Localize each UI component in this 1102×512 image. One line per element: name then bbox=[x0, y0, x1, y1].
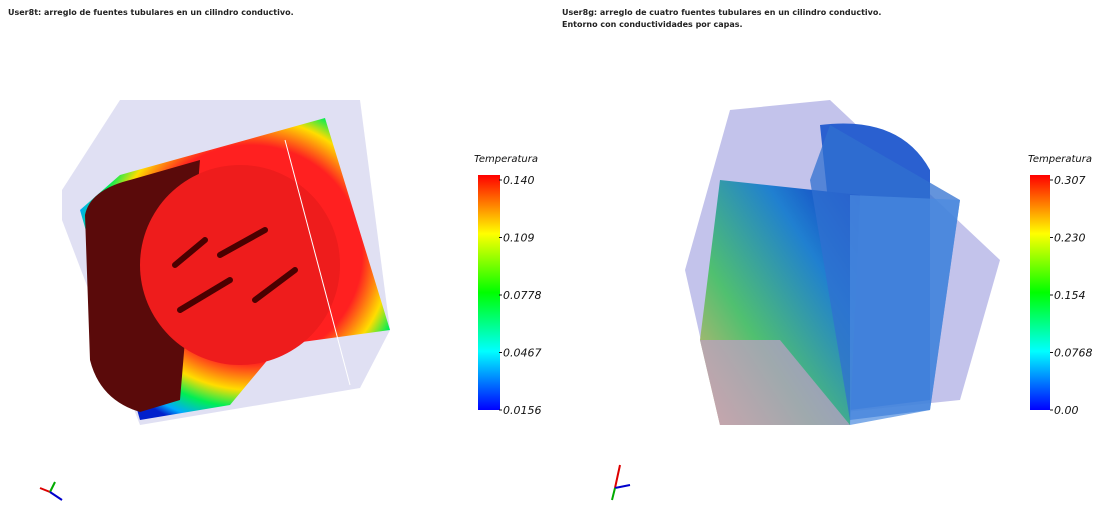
right-render bbox=[685, 100, 1000, 425]
scene: User8t: arreglo de fuentes tubulares en … bbox=[0, 0, 1102, 512]
color-bar-label: 0.154 bbox=[1054, 289, 1086, 302]
panel-title: User8t: arreglo de fuentes tubulares en … bbox=[8, 8, 294, 17]
color-bar-label: 0.0156 bbox=[503, 404, 542, 417]
color-bar-label: 0.0467 bbox=[503, 347, 542, 360]
color-bar-title: Temperatura bbox=[1028, 154, 1092, 165]
color-bar-label: 0.230 bbox=[1054, 232, 1086, 245]
axes-icon bbox=[40, 465, 630, 500]
color-bar-label: 0.109 bbox=[503, 232, 535, 245]
viewer: User8t: arreglo de fuentes tubulares en … bbox=[0, 0, 1102, 512]
color-bar bbox=[478, 175, 500, 410]
color-bar bbox=[1030, 175, 1050, 410]
color-bar-label: 0.0778 bbox=[503, 289, 542, 302]
color-bar-label: 0.0768 bbox=[1054, 347, 1093, 360]
color-bar-label: 0.00 bbox=[1054, 404, 1079, 417]
panel-title: User8g: arreglo de cuatro fuentes tubula… bbox=[562, 8, 881, 17]
color-bar-label: 0.140 bbox=[503, 174, 535, 187]
left-render bbox=[62, 100, 390, 425]
panel-title: Entorno con conductividades por capas. bbox=[562, 20, 743, 29]
color-bar-title: Temperatura bbox=[474, 154, 538, 165]
color-bar-label: 0.307 bbox=[1054, 174, 1086, 187]
